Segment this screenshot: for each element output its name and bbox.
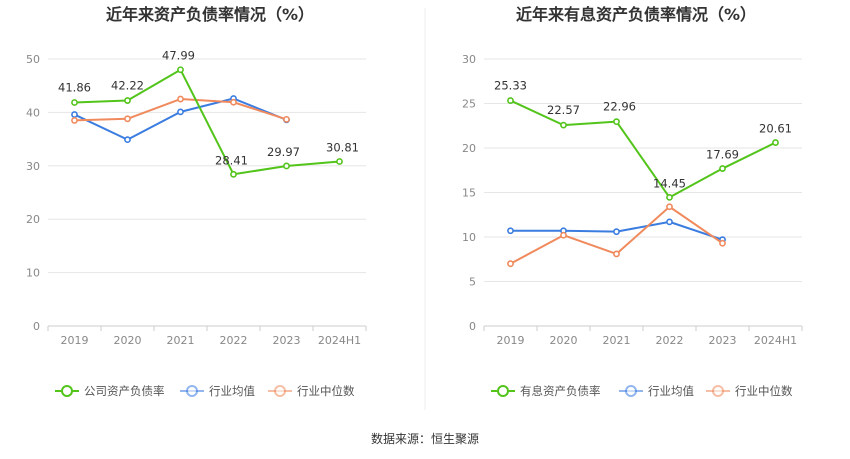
data-label: 42.22 — [111, 79, 144, 93]
data-point — [666, 218, 673, 226]
x-tick-label: 2024H1 — [318, 334, 361, 347]
data-point — [283, 115, 290, 123]
data-label: 17.69 — [706, 148, 739, 162]
data-point — [613, 118, 620, 126]
y-tick-label: 30 — [26, 160, 40, 173]
data-point — [124, 136, 131, 144]
y-tick-label: 5 — [469, 276, 476, 289]
y-tick-label: 50 — [26, 53, 40, 66]
data-point — [177, 108, 184, 116]
legend-label: 行业中位数 — [297, 384, 355, 398]
data-point — [71, 99, 78, 106]
y-tick-label: 25 — [462, 98, 476, 111]
x-tick-label: 2023 — [273, 334, 301, 347]
y-tick-label: 0 — [33, 320, 40, 333]
y-tick-label: 10 — [26, 267, 40, 280]
data-point — [560, 121, 567, 129]
data-label: 29.97 — [267, 145, 300, 159]
data-point — [613, 228, 620, 236]
legend-label: 行业中位数 — [735, 384, 793, 398]
data-label: 28.41 — [215, 153, 248, 167]
data-label: 30.81 — [326, 140, 359, 154]
data-point — [336, 158, 343, 165]
series-line — [74, 68, 340, 176]
source-note: 数据来源：恒生聚源 — [371, 431, 479, 446]
data-point — [283, 162, 290, 170]
data-point — [772, 139, 779, 146]
legend-marker — [625, 385, 637, 397]
data-label: 41.86 — [58, 80, 91, 94]
x-tick-label: 2022 — [656, 334, 684, 347]
legend-label: 公司资产负债率 — [84, 384, 165, 398]
data-point — [177, 66, 184, 74]
legend-label: 行业均值 — [648, 384, 694, 398]
data-point — [177, 95, 184, 103]
x-tick-label: 2021 — [603, 334, 631, 347]
chart-title-right: 近年来有息资产负债率情况（%） — [516, 5, 756, 24]
series-line — [510, 99, 776, 199]
y-tick-label: 0 — [469, 320, 476, 333]
data-label: 22.57 — [547, 103, 580, 117]
x-tick-label: 2024H1 — [754, 334, 797, 347]
data-label: 20.61 — [759, 122, 792, 136]
data-point — [719, 165, 726, 172]
data-point — [507, 260, 514, 268]
y-tick-label: 20 — [26, 213, 40, 226]
x-tick-label: 2019 — [61, 334, 89, 347]
data-label: 47.99 — [162, 49, 195, 63]
x-tick-label: 2020 — [114, 334, 142, 347]
data-point — [560, 231, 567, 239]
y-tick-label: 40 — [26, 106, 40, 119]
data-point — [719, 239, 726, 247]
data-label: 22.96 — [603, 100, 636, 114]
y-tick-label: 20 — [462, 142, 476, 155]
data-point — [507, 97, 514, 104]
y-tick-label: 30 — [462, 53, 476, 66]
data-point — [666, 193, 673, 201]
legend-marker — [186, 385, 198, 397]
data-point — [71, 117, 78, 124]
x-tick-label: 2023 — [709, 334, 737, 347]
data-point — [124, 97, 131, 104]
y-tick-label: 10 — [462, 231, 476, 244]
data-point — [124, 115, 131, 123]
data-point — [666, 203, 673, 211]
legend-marker — [61, 385, 73, 397]
data-label: 25.33 — [494, 79, 527, 93]
legend-label: 有息资产负债率 — [520, 384, 601, 398]
legend-marker — [274, 385, 286, 397]
y-tick-label: 15 — [462, 187, 476, 200]
legend-marker — [712, 385, 724, 397]
legend-marker — [497, 385, 509, 397]
data-point — [613, 250, 620, 258]
data-point — [71, 111, 78, 118]
x-tick-label: 2022 — [220, 334, 248, 347]
x-tick-label: 2020 — [550, 334, 578, 347]
data-point — [507, 227, 514, 235]
x-tick-label: 2021 — [167, 334, 195, 347]
data-point — [230, 98, 237, 106]
chart-title-left: 近年来资产负债率情况（%） — [106, 5, 314, 24]
data-point — [230, 170, 237, 178]
legend-label: 行业均值 — [209, 384, 255, 398]
data-label: 14.45 — [653, 176, 686, 190]
x-tick-label: 2019 — [497, 334, 525, 347]
